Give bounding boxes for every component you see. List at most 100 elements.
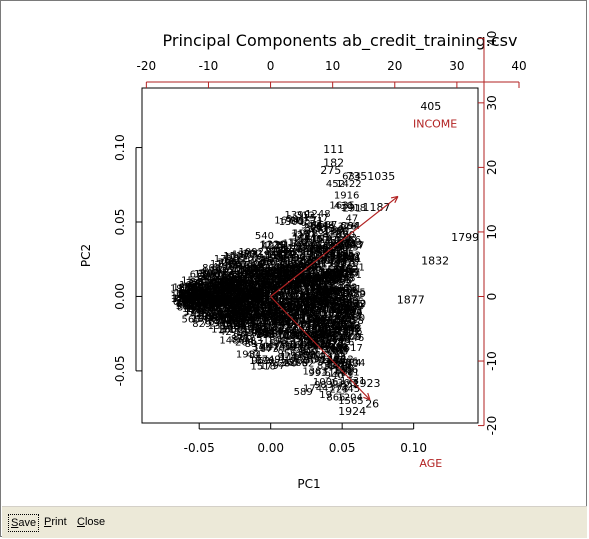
observation-label: 1506 [288, 295, 313, 306]
observation-label: 1098 [336, 323, 361, 334]
observation-label: 19 [319, 390, 332, 401]
observation-label: 306 [311, 321, 330, 332]
observation-label: 1425 [256, 269, 281, 280]
observation-label: 493 [207, 291, 226, 302]
observation-label: 1612 [328, 355, 353, 366]
observation-label: 422 [338, 282, 357, 293]
observation-label: 1188 [274, 263, 299, 274]
observation-label: 1001 [279, 292, 304, 303]
observation-label: 850 [299, 292, 318, 303]
observation-label: 1116 [320, 293, 345, 304]
observation-label: 1593 [240, 320, 265, 331]
labeled-point: 1877 [397, 293, 425, 306]
observation-label: 137 [303, 266, 322, 277]
observation-label: 565 [182, 315, 201, 326]
loading-arrow [270, 195, 399, 297]
top-tick-label: 10 [325, 59, 340, 73]
observation-label: 883 [223, 270, 242, 281]
observation-label: 1567 [285, 321, 310, 332]
observation-label: 413 [258, 273, 277, 284]
observation-label: 1894 [313, 325, 338, 336]
observation-label: 1245 [335, 325, 360, 336]
observation-label: 34 [338, 239, 351, 250]
observation-label: 348 [298, 325, 317, 336]
observation-label: 912 [276, 249, 295, 260]
observation-label: 1292 [272, 314, 297, 325]
observation-label: 571 [281, 304, 300, 315]
observation-label: 519 [235, 315, 254, 326]
observation-label: 1215 [216, 264, 241, 275]
observation-label: 19 [329, 275, 342, 286]
observation-label: 1404 [273, 342, 298, 353]
observation-label: 1441 [292, 233, 317, 244]
observation-label: 530 [229, 286, 248, 297]
observation-label: 902 [187, 287, 206, 298]
observation-label: 1361 [271, 265, 296, 276]
observation-label: 647 [244, 293, 263, 304]
observation-label: 830 [320, 287, 339, 298]
observation-label: 1049 [274, 286, 299, 297]
observation-label: 51 [234, 321, 247, 332]
observation-label: 201 [341, 368, 360, 379]
observation-label: 586 [343, 307, 362, 318]
observation-label: 707 [288, 322, 307, 333]
observation-label: 128 [320, 355, 339, 366]
observation-label: 1975 [180, 288, 205, 299]
observation-label: 1461 [219, 318, 244, 329]
observation-label: 1985 [267, 336, 292, 347]
observation-label: 1133 [310, 241, 335, 252]
observation-label: 860 [248, 281, 267, 292]
observation-label: 855 [188, 278, 207, 289]
observation-label: 723 [312, 287, 331, 298]
observation-label: 487 [219, 277, 238, 288]
observation-label: 748 [277, 340, 296, 351]
observation-label: 393 [228, 288, 247, 299]
observation-label: 1180 [211, 324, 236, 335]
observation-label: 808 [302, 263, 321, 274]
observation-label: 506 [254, 257, 273, 268]
observation-label: 816 [219, 295, 238, 306]
observation-label: 924 [264, 267, 283, 278]
observation-label: 1698 [269, 273, 294, 284]
observation-label: 819 [322, 229, 341, 240]
observation-label: 1890 [249, 356, 274, 367]
observation-label: 1145 [331, 265, 356, 276]
observation-label: 1486 [171, 291, 196, 302]
observation-label: 1248 [305, 209, 330, 220]
observation-label: 1662 [243, 294, 268, 305]
observation-label: 540 [281, 308, 300, 319]
observation-label: 1007 [278, 257, 303, 268]
observation-label: 414 [264, 326, 283, 337]
observation-label: 477 [281, 301, 300, 312]
observation-label: 1171 [328, 369, 353, 380]
observation-label: 1652 [317, 253, 342, 264]
observation-label: 93 [344, 233, 357, 244]
observation-label: 1762 [252, 317, 277, 328]
observation-label: 1968 [327, 275, 352, 286]
observation-label: 531 [299, 259, 318, 270]
observation-label: 1371 [252, 284, 277, 295]
observation-label: 48 [336, 292, 349, 303]
close-button[interactable]: Close [77, 516, 106, 528]
observation-label: 1465 [336, 306, 361, 317]
observation-label: 1812 [272, 322, 297, 333]
observation-label: 654 [221, 276, 240, 287]
observation-label: 203 [335, 264, 354, 275]
save-button[interactable]: Save [8, 514, 40, 532]
observation-label: 1917 [183, 296, 208, 307]
observation-label: 1912 [311, 339, 336, 350]
observation-label: 383 [176, 301, 195, 312]
observation-label: 520 [344, 301, 363, 312]
observation-label: 1781 [301, 315, 326, 326]
observation-label: 390 [254, 282, 273, 293]
observation-label: 1307 [320, 268, 345, 279]
observation-label: 1261 [322, 286, 347, 297]
print-button[interactable]: Print [44, 516, 67, 528]
observation-label: 973 [316, 224, 335, 235]
plot-frame [141, 87, 479, 424]
observation-label: 384 [322, 311, 341, 322]
observation-label: 933 [253, 272, 272, 283]
observation-label: 1196 [328, 361, 353, 372]
observation-label: 1786 [211, 285, 236, 296]
observation-label: 443 [300, 246, 319, 257]
